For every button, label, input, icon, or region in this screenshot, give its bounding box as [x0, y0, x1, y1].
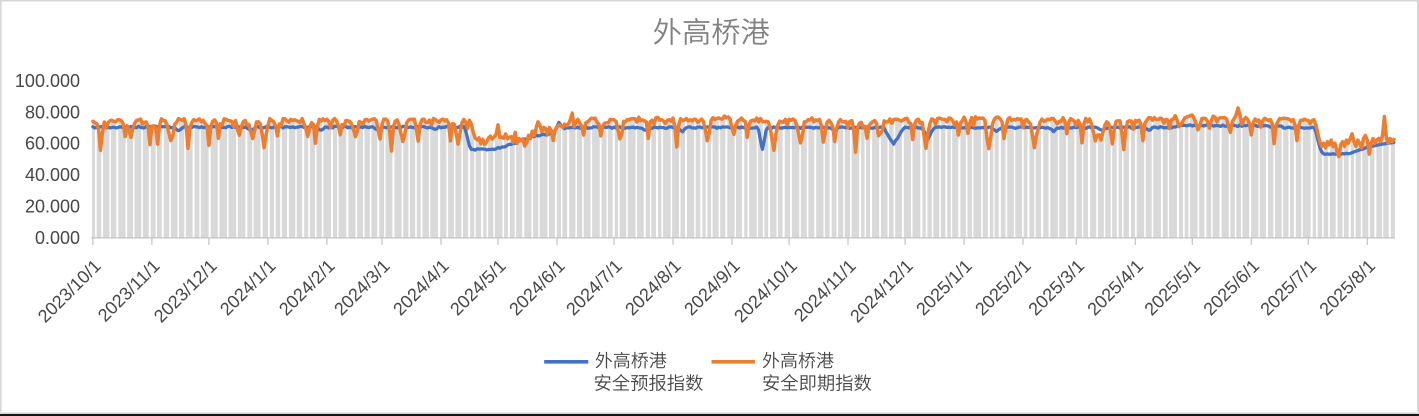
svg-text:20.000: 20.000 — [25, 197, 80, 217]
svg-text:60.000: 60.000 — [25, 134, 80, 154]
svg-text:40.000: 40.000 — [25, 165, 80, 185]
svg-text:100.000: 100.000 — [15, 71, 80, 91]
svg-text:0.000: 0.000 — [35, 228, 80, 248]
svg-text:80.000: 80.000 — [25, 102, 80, 122]
